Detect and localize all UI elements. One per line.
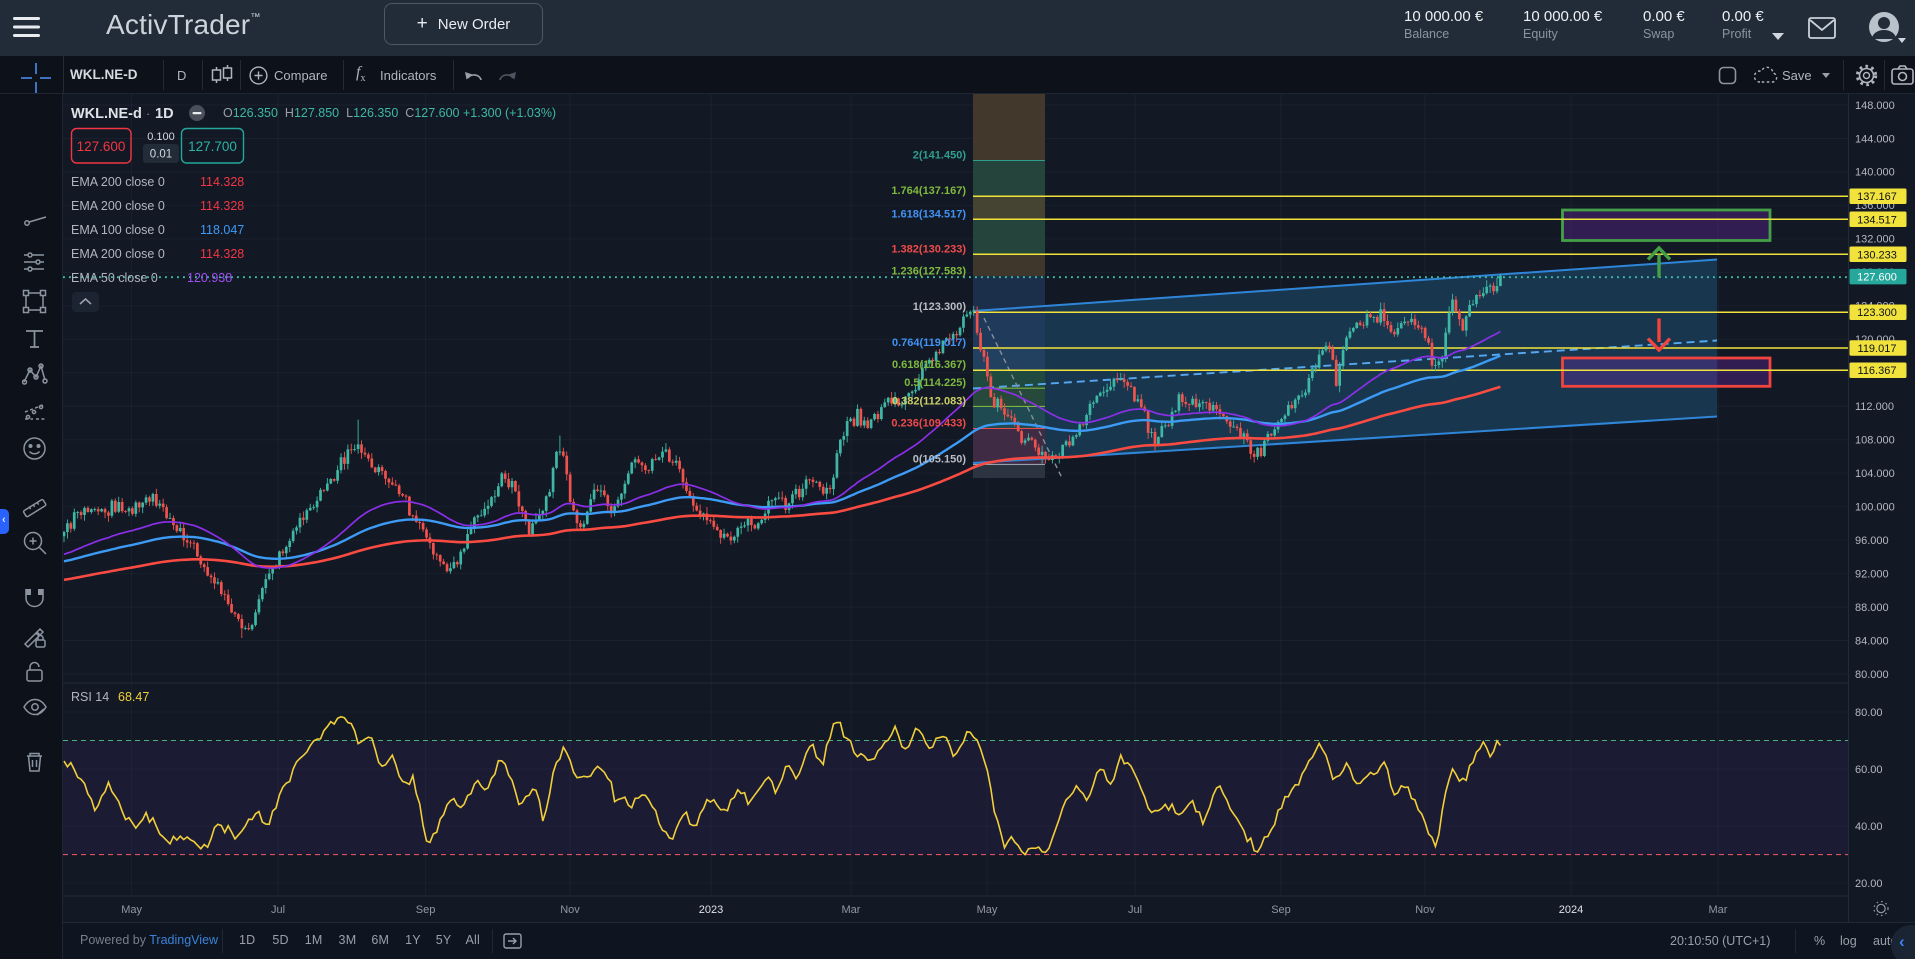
- svg-text:0.236(109.433): 0.236(109.433): [891, 418, 966, 430]
- svg-text:68.47: 68.47: [118, 690, 149, 704]
- svg-text:114.328: 114.328: [200, 175, 244, 189]
- svg-text:2023: 2023: [699, 904, 723, 916]
- svg-text:108.000: 108.000: [1855, 435, 1895, 447]
- svg-text:0.100: 0.100: [147, 131, 175, 143]
- svg-text:127.600: 127.600: [77, 139, 126, 154]
- svg-text:88.000: 88.000: [1855, 602, 1889, 614]
- svg-text:123.300: 123.300: [1857, 307, 1897, 319]
- svg-text:EMA 200 close 0: EMA 200 close 0: [71, 175, 165, 189]
- svg-text:Jul: Jul: [1128, 904, 1142, 916]
- svg-text:Nov: Nov: [560, 904, 580, 916]
- svg-text:118.047: 118.047: [200, 223, 244, 237]
- svg-text:May: May: [977, 904, 998, 916]
- svg-text:Mar: Mar: [842, 904, 861, 916]
- svg-text:120.938: 120.938: [187, 271, 232, 285]
- svg-text:100.000: 100.000: [1855, 501, 1895, 513]
- svg-text:137.167: 137.167: [1857, 191, 1897, 203]
- svg-text:RSI 14: RSI 14: [71, 690, 109, 704]
- svg-text:144.000: 144.000: [1855, 133, 1895, 145]
- svg-text:1D: 1D: [155, 106, 174, 122]
- svg-text:1.382(130.233): 1.382(130.233): [891, 243, 966, 255]
- svg-text:80.00: 80.00: [1855, 707, 1883, 719]
- svg-text:127.600: 127.600: [1857, 272, 1897, 284]
- svg-text:40.00: 40.00: [1855, 821, 1883, 833]
- svg-text:2024: 2024: [1559, 904, 1583, 916]
- svg-text:114.328: 114.328: [200, 247, 244, 261]
- svg-text:Nov: Nov: [1415, 904, 1435, 916]
- svg-text:1.764(137.167): 1.764(137.167): [891, 185, 966, 197]
- svg-text:EMA 50 close 0: EMA 50 close 0: [71, 271, 158, 285]
- svg-text:20.00: 20.00: [1855, 878, 1883, 890]
- svg-text:EMA 100 close 0: EMA 100 close 0: [71, 223, 165, 237]
- svg-text:EMA 200 close 0: EMA 200 close 0: [71, 247, 165, 261]
- svg-text:104.000: 104.000: [1855, 468, 1895, 480]
- svg-text:1(123.300): 1(123.300): [913, 301, 967, 313]
- svg-text:1.236(127.583): 1.236(127.583): [891, 265, 966, 277]
- svg-text:132.000: 132.000: [1855, 234, 1895, 246]
- svg-text:May: May: [121, 904, 142, 916]
- svg-text:112.000: 112.000: [1855, 401, 1894, 413]
- svg-text:148.000: 148.000: [1855, 100, 1895, 112]
- svg-text:114.328: 114.328: [200, 199, 244, 213]
- svg-text:60.00: 60.00: [1855, 764, 1883, 776]
- svg-text:119.017: 119.017: [1858, 343, 1897, 355]
- svg-text:0.5(114.225): 0.5(114.225): [904, 377, 966, 389]
- svg-text:0(105.150): 0(105.150): [913, 453, 967, 465]
- svg-text:Jul: Jul: [271, 904, 285, 916]
- svg-text:84.000: 84.000: [1855, 635, 1889, 647]
- svg-text:92.000: 92.000: [1855, 568, 1889, 580]
- svg-text:116.367: 116.367: [1858, 365, 1897, 377]
- svg-text:·: ·: [146, 106, 150, 121]
- svg-text:130.233: 130.233: [1857, 249, 1897, 261]
- svg-text:0.01: 0.01: [150, 149, 172, 161]
- svg-text:EMA 200 close 0: EMA 200 close 0: [71, 199, 165, 213]
- svg-text:Sep: Sep: [1271, 904, 1291, 916]
- svg-text:Sep: Sep: [416, 904, 436, 916]
- svg-text:134.517: 134.517: [1857, 214, 1897, 226]
- svg-text:Mar: Mar: [1709, 904, 1728, 916]
- svg-text:WKL.NE-d: WKL.NE-d: [71, 106, 142, 122]
- svg-text:1.618(134.517): 1.618(134.517): [891, 208, 966, 220]
- svg-text:2(141.450): 2(141.450): [913, 150, 967, 162]
- svg-text:0.382(112.083): 0.382(112.083): [892, 395, 966, 407]
- svg-text:127.700: 127.700: [188, 139, 237, 154]
- svg-text:96.000: 96.000: [1855, 535, 1889, 547]
- svg-text:0.764(119.017): 0.764(119.017): [892, 337, 966, 349]
- svg-text:140.000: 140.000: [1855, 167, 1895, 179]
- svg-text:80.000: 80.000: [1855, 669, 1889, 681]
- svg-text:0.618(116.367): 0.618(116.367): [892, 359, 966, 371]
